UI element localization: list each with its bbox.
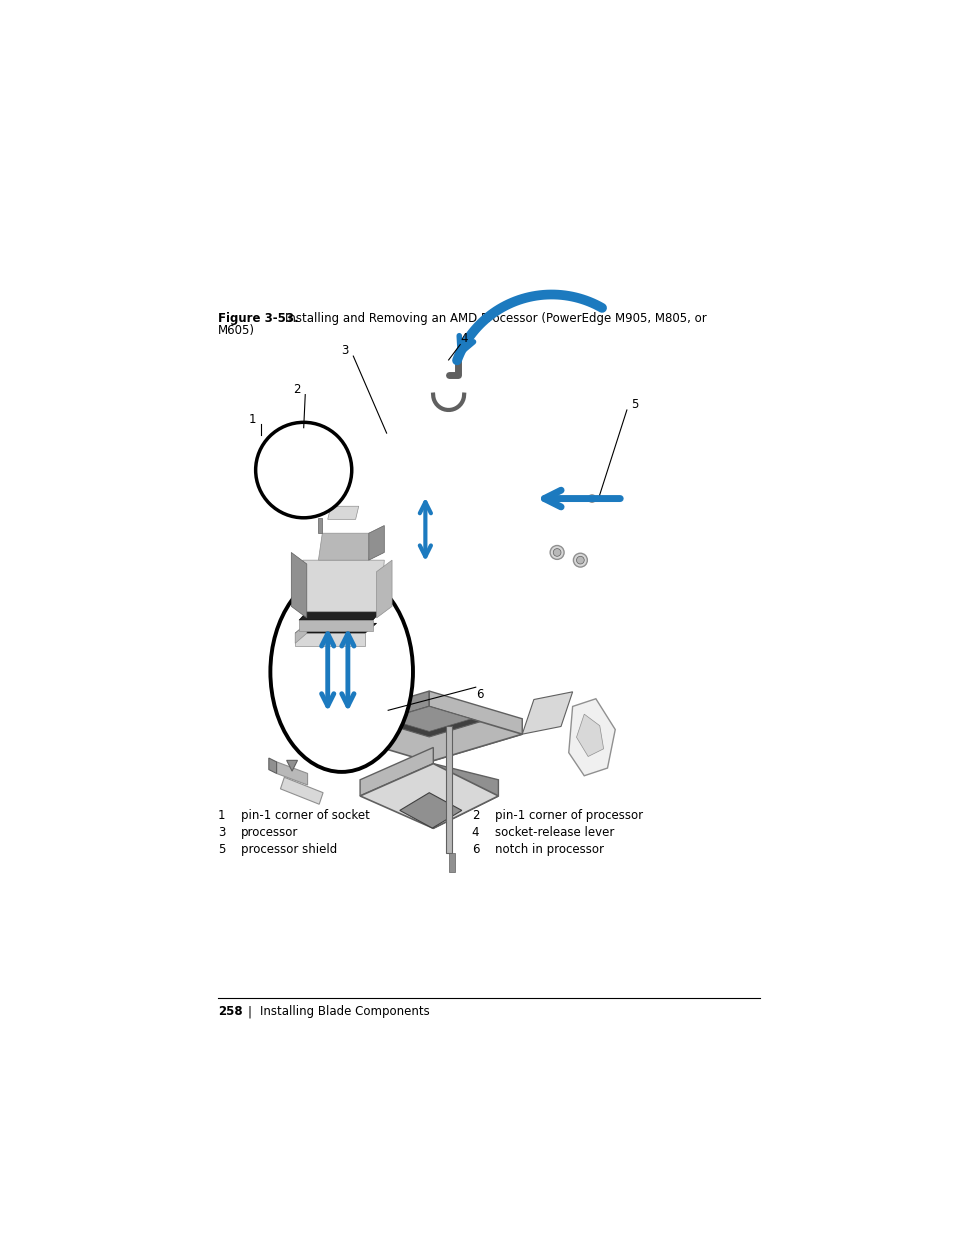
Polygon shape	[297, 688, 335, 734]
Polygon shape	[433, 763, 497, 829]
Polygon shape	[294, 624, 307, 643]
Polygon shape	[297, 726, 335, 750]
Polygon shape	[328, 506, 358, 520]
Text: 5: 5	[630, 398, 638, 411]
Polygon shape	[399, 793, 461, 829]
Text: Installing and Removing an AMD Processor (PowerEdge M905, M805, or: Installing and Removing an AMD Processor…	[270, 312, 706, 325]
Text: 4: 4	[472, 826, 478, 839]
Text: Figure 3-53.: Figure 3-53.	[217, 312, 298, 325]
Polygon shape	[335, 692, 429, 734]
Polygon shape	[359, 747, 433, 797]
Circle shape	[576, 556, 583, 564]
Text: notch in processor: notch in processor	[495, 842, 603, 856]
Text: processor: processor	[241, 826, 298, 839]
Text: 2: 2	[293, 383, 300, 395]
Text: socket-release lever: socket-release lever	[495, 826, 614, 839]
Polygon shape	[377, 706, 480, 737]
Polygon shape	[298, 561, 384, 611]
Circle shape	[553, 548, 560, 556]
Polygon shape	[335, 706, 521, 762]
Polygon shape	[521, 692, 572, 734]
Polygon shape	[294, 634, 365, 646]
Polygon shape	[318, 517, 322, 534]
Text: 1: 1	[249, 412, 256, 426]
Text: 2: 2	[472, 809, 478, 821]
Polygon shape	[568, 699, 615, 776]
Polygon shape	[298, 611, 380, 620]
Text: 5: 5	[217, 842, 225, 856]
Text: processor shield: processor shield	[241, 842, 336, 856]
Polygon shape	[297, 677, 335, 695]
Polygon shape	[376, 561, 392, 618]
Polygon shape	[318, 534, 373, 561]
Text: 258: 258	[217, 1005, 242, 1018]
Polygon shape	[429, 692, 521, 762]
Text: pin-1 corner of socket: pin-1 corner of socket	[241, 809, 370, 821]
Circle shape	[587, 495, 596, 503]
Polygon shape	[445, 726, 452, 852]
Polygon shape	[576, 714, 603, 757]
Polygon shape	[298, 620, 373, 631]
Polygon shape	[448, 852, 455, 872]
Circle shape	[255, 422, 352, 517]
Ellipse shape	[270, 572, 413, 772]
Polygon shape	[294, 624, 376, 634]
Text: M605): M605)	[217, 324, 254, 337]
Polygon shape	[387, 706, 471, 731]
Text: 3: 3	[217, 826, 225, 839]
Text: |: |	[247, 1005, 251, 1018]
Circle shape	[573, 553, 587, 567]
Circle shape	[305, 576, 313, 583]
Text: 1: 1	[217, 809, 225, 821]
Polygon shape	[359, 763, 497, 829]
Polygon shape	[369, 526, 384, 561]
Text: 4: 4	[460, 332, 467, 345]
Text: 6: 6	[472, 842, 478, 856]
Polygon shape	[291, 552, 307, 618]
Polygon shape	[276, 762, 307, 785]
Text: 3: 3	[341, 345, 348, 357]
Polygon shape	[269, 758, 276, 773]
Text: 6: 6	[476, 688, 483, 701]
Polygon shape	[280, 777, 323, 804]
Text: pin-1 corner of processor: pin-1 corner of processor	[495, 809, 642, 821]
Circle shape	[550, 546, 563, 559]
Polygon shape	[286, 761, 297, 771]
Text: Installing Blade Components: Installing Blade Components	[260, 1005, 430, 1018]
Circle shape	[302, 573, 315, 587]
